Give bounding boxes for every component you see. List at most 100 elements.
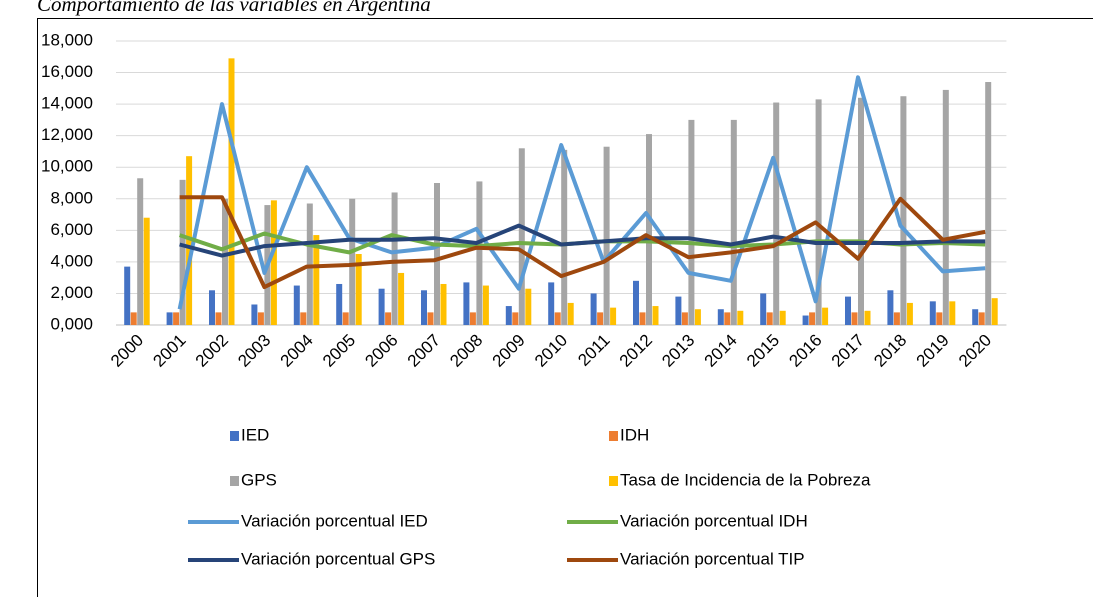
legend-label: Variación porcentual IDH [620,511,808,530]
line [177,75,986,310]
x-tick-label: 2020 [955,331,995,371]
bar [688,119,695,325]
bar [349,198,356,325]
x-tick-label: 2015 [743,331,783,371]
legend-label: IDH [620,425,649,444]
bar [306,203,313,325]
x-tick-label: 2019 [913,331,953,371]
x-tick-label: 2006 [361,331,401,371]
x-tick-label: 2017 [828,331,868,371]
bar [851,312,858,325]
bar [567,302,574,325]
bar [978,312,985,325]
bar [137,178,144,325]
bar [378,288,385,325]
y-tick-label: 16,000 [41,62,93,81]
chart-border [37,18,1093,597]
bar [809,312,816,325]
bar [929,301,936,325]
bar [610,307,617,325]
bar [603,146,610,325]
legend-swatch [609,431,618,441]
chart-title: Comportamiento de las variables en Argen… [37,0,431,16]
bar [737,310,744,325]
x-tick-label: 2009 [489,331,529,371]
bar [991,298,998,325]
legend-label: Variación porcentual TIP [620,549,805,568]
y-tick-label: 8,000 [50,188,93,207]
bar [675,296,682,325]
bar [427,312,434,325]
bar [639,312,646,325]
bar [179,179,186,325]
line [179,223,986,258]
bar [228,58,235,325]
y-tick-label: 18,000 [41,30,93,49]
bar [222,198,228,325]
bar [525,288,532,325]
y-tick-label: 12,000 [41,125,93,144]
legend-label: IED [241,425,269,444]
bar [186,156,193,325]
legend-swatch [230,476,239,486]
bar [822,307,829,325]
x-tick-label: 2004 [277,331,317,371]
bar [385,312,392,325]
bar [633,280,639,325]
bar [512,312,519,325]
legend-label: Variación porcentual IED [241,511,428,530]
x-tick-label: 2014 [701,331,741,371]
bar [505,306,512,325]
bar [251,304,258,325]
bar [887,290,894,325]
bar [355,254,362,325]
bar [548,282,555,325]
bar [590,293,597,325]
bar [209,290,215,325]
bar [482,285,489,325]
bar [730,119,737,325]
bar [766,312,773,325]
y-tick-label: 4,000 [50,251,93,270]
x-tick-label: 2005 [319,331,359,371]
x-tick-label: 2016 [785,331,825,371]
bar [646,134,652,325]
bar [779,310,786,325]
bar [942,89,949,326]
bar [270,200,277,325]
bar [681,312,688,325]
x-tick-label: 2002 [192,331,232,371]
bar [293,285,300,325]
bar [166,312,173,325]
bar [652,306,659,325]
bar [845,296,851,325]
legend-label: Tasa de Incidencia de la Pobreza [620,470,871,489]
bar [124,266,131,325]
x-tick-label: 2018 [870,331,910,371]
bar [469,312,476,325]
bar [900,96,907,325]
y-tick-label: 10,000 [41,157,93,176]
x-tick-label: 2012 [616,331,656,371]
y-tick-label: 6,000 [50,220,93,239]
bar [864,310,871,325]
bar [336,283,343,325]
bar [985,82,992,326]
y-tick-label: 2,000 [50,283,93,302]
bar [773,102,780,326]
y-tick-label: 0,000 [50,314,93,333]
bar [936,312,943,325]
x-tick-label: 2010 [531,331,571,371]
bar [130,312,137,325]
bar [972,309,979,325]
bar [893,312,900,325]
bar [802,315,809,325]
bar [815,99,822,325]
bar [760,293,767,325]
x-tick-label: 2008 [446,331,486,371]
bar [313,235,320,325]
bar [300,312,307,325]
bar [949,301,956,325]
x-tick-label: 2000 [107,331,147,371]
